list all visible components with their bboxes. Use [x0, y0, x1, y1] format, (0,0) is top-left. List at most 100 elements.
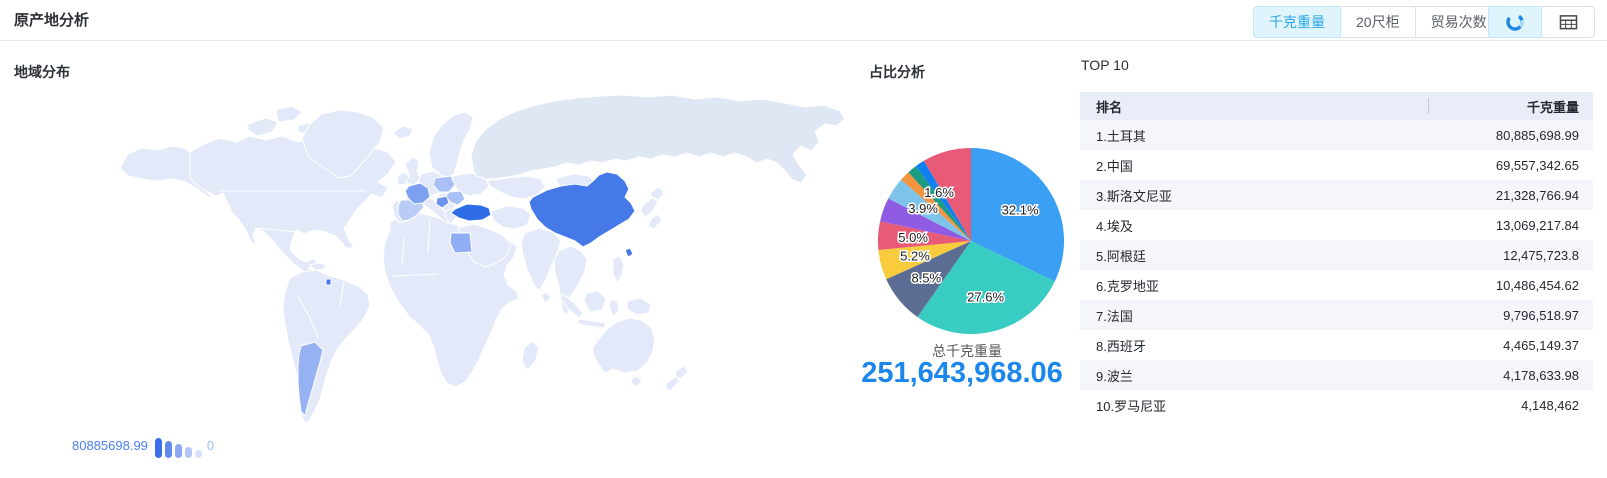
pie-slice-label: 32.1%	[1002, 203, 1039, 218]
map-panel-title: 地域分布	[14, 64, 70, 80]
table-panel-title: TOP 10	[1081, 57, 1129, 73]
rank-cell: 2.中国	[1096, 158, 1133, 174]
value-cell: 21,328,766.94	[1495, 187, 1579, 203]
map-landmass-tasmania	[630, 375, 643, 388]
map-landmass-japan	[640, 197, 659, 218]
pie-slice-7[interactable]	[888, 179, 971, 241]
map-landmass-cuba	[309, 262, 327, 271]
pie-slice-10[interactable]	[915, 160, 971, 241]
map-landmass-japan	[650, 186, 665, 201]
pie-slice-2[interactable]	[917, 241, 1055, 335]
pie-slice-3[interactable]	[886, 241, 971, 317]
pie-panel-title: 占比分析	[869, 64, 925, 80]
legend-bar	[184, 447, 192, 458]
map-landmass-arctic-islands	[275, 105, 303, 123]
value-cell: 4,465,149.37	[1503, 337, 1579, 353]
map-landmass-new-zealand	[664, 375, 681, 392]
legend-min-label: 0	[206, 438, 215, 453]
rank-cell: 7.法国	[1096, 308, 1133, 324]
country-argentina[interactable]	[297, 341, 324, 417]
pie-slice-11[interactable]	[923, 148, 971, 241]
map-landmass-arctic-islands	[247, 117, 279, 137]
map-landmass-south-america	[282, 269, 371, 425]
view-toggle-group	[1488, 6, 1595, 38]
pie-slice-label: 3.9%	[908, 201, 938, 216]
table-row: 1.土耳其 80,885,698.99	[1080, 120, 1593, 150]
value-cell: 4,178,633.98	[1503, 367, 1579, 383]
pie-slice-5[interactable]	[877, 221, 971, 250]
map-landmass-iran	[490, 205, 532, 230]
map-landmass-new-guinea	[626, 297, 652, 316]
map-landmass-scandinavia	[428, 111, 474, 179]
metric-button-trade-count[interactable]: 贸易次数	[1414, 6, 1503, 38]
value-cell: 4,148,462	[1521, 397, 1579, 413]
legend-bar	[194, 450, 202, 458]
country-dot-caribbean	[325, 278, 332, 286]
pie-slice-6[interactable]	[880, 198, 971, 241]
value-cell: 69,557,342.65	[1495, 157, 1579, 173]
metric-button-kg-weight[interactable]: 千克重量	[1253, 6, 1341, 38]
table-row: 6.克罗地亚 10,486,454.62	[1080, 270, 1593, 300]
page-title: 原产地分析	[14, 12, 90, 29]
rank-cell: 9.波兰	[1096, 368, 1133, 384]
pie-slice-label: 5.0%	[898, 230, 928, 245]
pie-slice-8[interactable]	[901, 172, 971, 241]
legend-color-bars[interactable]	[154, 436, 202, 458]
rank-cell: 8.西班牙	[1096, 338, 1146, 354]
country-slovenia-croatia[interactable]	[435, 195, 450, 209]
country-romania[interactable]	[445, 190, 466, 206]
pie-slice-label: 27.6%	[967, 290, 1004, 305]
pie-slice-label: 8.5%	[911, 270, 941, 285]
map-landmass-japan	[647, 213, 663, 230]
column-divider	[1428, 98, 1429, 114]
legend-bar	[154, 438, 162, 458]
country-china[interactable]	[528, 171, 636, 248]
table-row: 9.波兰 4,178,633.98	[1080, 360, 1593, 390]
map-landmass-iceland	[393, 125, 414, 140]
table-view-button[interactable]	[1541, 6, 1595, 38]
map-landmass-sulawesi	[608, 298, 620, 317]
country-france[interactable]	[404, 182, 431, 205]
top10-table: 排名 千克重量 1.土耳其 80,885,698.99 2.中国 69,557,34…	[1080, 92, 1593, 420]
map-borders	[189, 152, 439, 339]
map-landmass-sri-lanka	[540, 291, 552, 304]
rank-cell: 6.克罗地亚	[1096, 278, 1159, 294]
value-cell: 10,486,454.62	[1495, 277, 1579, 293]
legend-max-label: 80885698.99	[72, 438, 148, 453]
pie-slice-label: 1.6%	[924, 185, 954, 200]
pie-total-label: 总千克重量	[932, 343, 1002, 359]
map-landmass-russia	[470, 94, 846, 184]
rank-cell: 4.埃及	[1096, 218, 1133, 234]
pie-chart: 32.1% 27.6% 8.5% 5.2% 5.0% 3.9%1.6%	[877, 148, 1065, 335]
pie-slice-1[interactable]	[971, 148, 1065, 282]
rank-cell: 10.罗马尼亚	[1096, 398, 1167, 414]
map-landmass-sumatra	[559, 293, 584, 319]
donut-chart-icon	[1505, 12, 1525, 32]
country-turkey[interactable]	[450, 203, 492, 222]
rank-cell: 3.斯洛文尼亚	[1096, 188, 1172, 204]
map-landmass-greenland	[301, 109, 385, 179]
table-row: 7.法国 9,796,518.97	[1080, 300, 1593, 330]
map-landmass-philippines	[612, 255, 625, 284]
value-cell: 12,475,723.8	[1503, 247, 1579, 263]
map-landmass-alaska	[119, 145, 215, 199]
rank-cell: 5.阿根廷	[1096, 248, 1146, 264]
world-map	[119, 94, 846, 425]
country-egypt[interactable]	[449, 232, 473, 254]
pie-slice-9[interactable]	[908, 166, 971, 241]
map-legend: 80885698.99 0	[72, 432, 214, 458]
column-header-weight: 千克重量	[1526, 99, 1579, 115]
pie-slice-4[interactable]	[878, 241, 971, 280]
table-row: 2.中国 69,557,342.65	[1080, 150, 1593, 180]
table-row: 4.埃及 13,069,217.84	[1080, 210, 1593, 240]
metric-button-20ft-container[interactable]: 20尺柜	[1340, 6, 1416, 38]
chart-view-button[interactable]	[1488, 6, 1542, 38]
table-icon	[1559, 14, 1578, 31]
table-row: 8.西班牙 4,465,149.37	[1080, 330, 1593, 360]
country-poland[interactable]	[432, 175, 456, 193]
metric-button-group: 千克重量 20尺柜 贸易次数	[1253, 6, 1503, 38]
table-row: 10.罗马尼亚 4,148,462	[1080, 390, 1593, 420]
country-taiwan[interactable]	[624, 247, 634, 258]
map-landmass-australia	[592, 317, 656, 374]
header-divider	[0, 40, 1607, 41]
